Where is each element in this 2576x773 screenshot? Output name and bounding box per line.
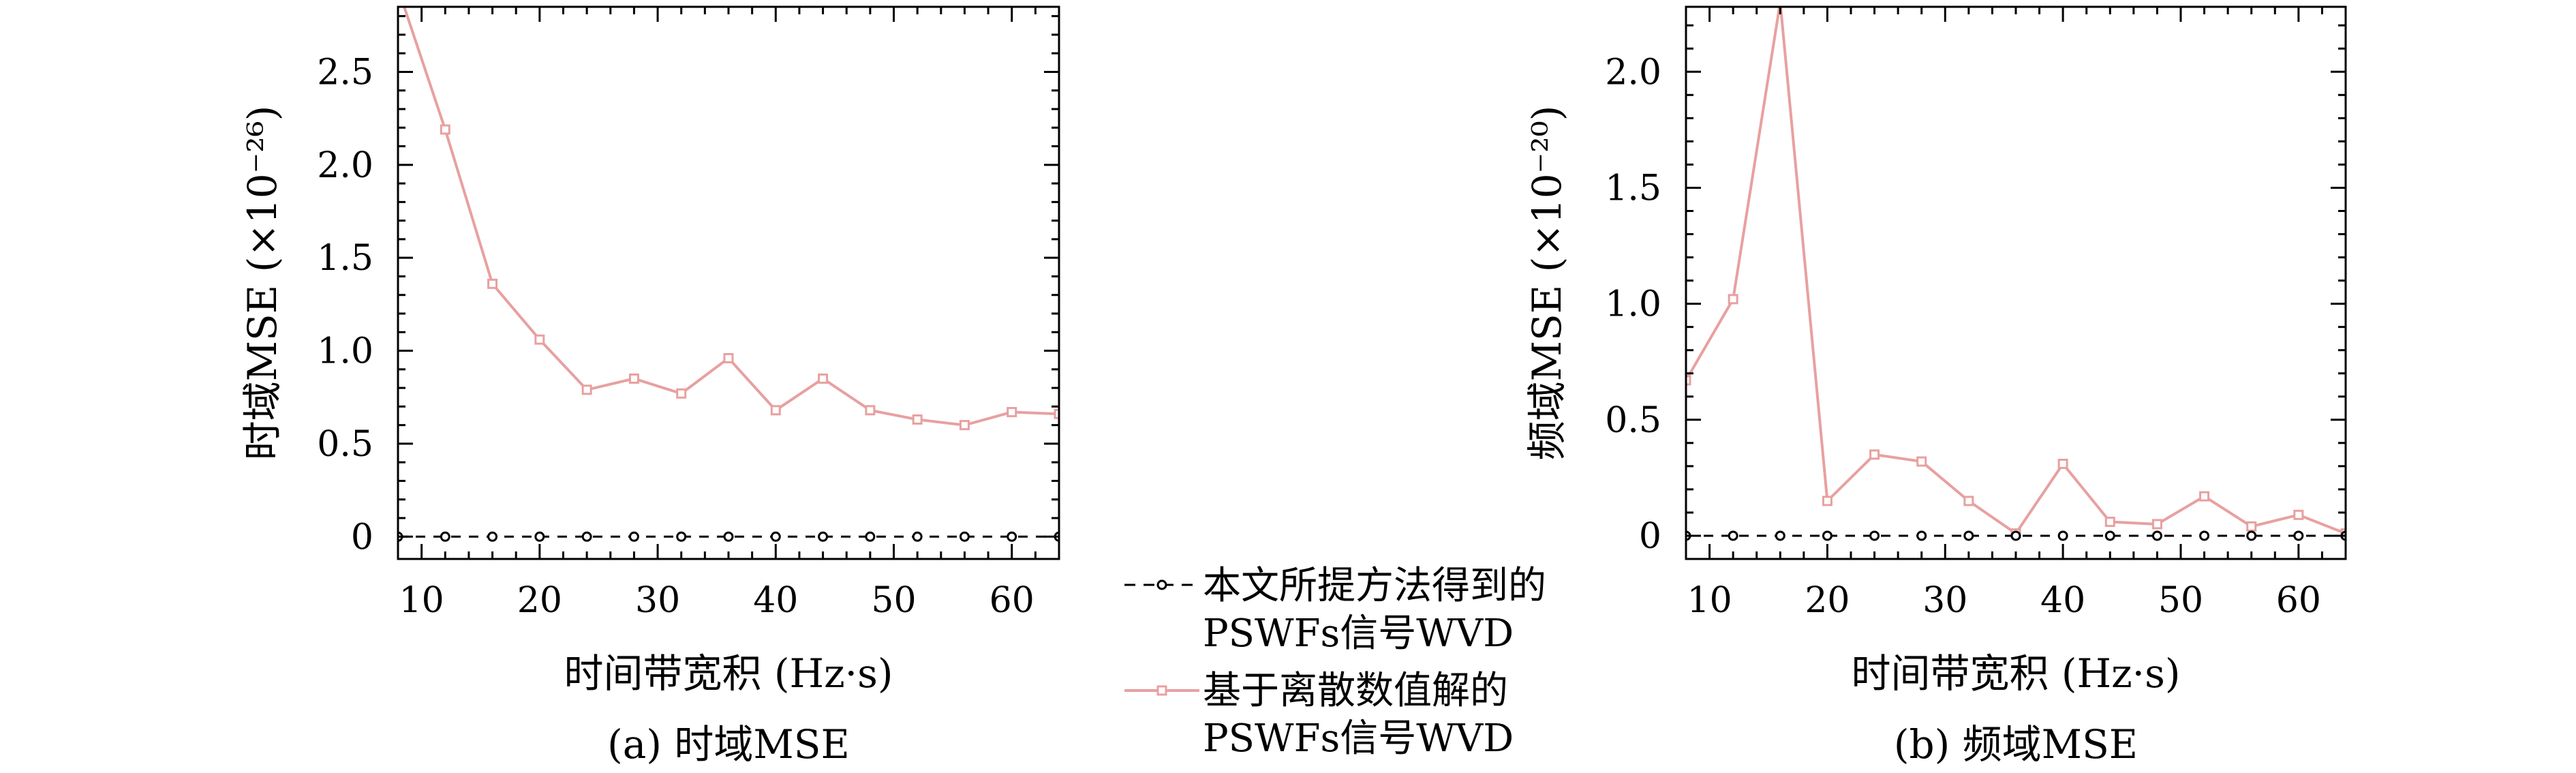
panel-a-series-discrete-point	[865, 405, 876, 416]
panel-b-x-tick-label: 20	[1805, 580, 1850, 621]
panel-b-series-discrete-point	[1869, 449, 1880, 460]
panel-a-x-tick-label: 10	[399, 580, 444, 621]
panel-a-series-proposed-point	[676, 531, 687, 542]
panel-b-series-proposed-point	[2246, 530, 2257, 541]
panel-a-x-tick-label: 40	[753, 580, 798, 621]
panel-b-y-tick-label: 1.0	[1605, 284, 1661, 325]
panel-b-series-discrete-point	[2104, 517, 2115, 528]
panel-a-y-tick-label: 1.5	[317, 238, 373, 279]
legend: 本文所提方法得到的 PSWFs信号WVD 基于离散数值解的 PSWFs信号WVD	[1124, 564, 1546, 761]
panel-a-series-discrete-point	[581, 384, 592, 395]
legend-swatch-proposed	[1124, 579, 1199, 590]
panel-a-series-proposed-point	[818, 531, 829, 542]
legend-label-discrete-line2: PSWFs信号WVD	[1203, 716, 1514, 761]
legend-label-proposed-line2: PSWFs信号WVD	[1203, 611, 1514, 656]
panel-a-series-proposed-point	[581, 531, 592, 542]
panel-b-y-tick-label: 0.5	[1605, 400, 1661, 441]
panel-a-series-discrete-point	[1007, 407, 1017, 418]
panel-b-x-tick-label: 40	[2040, 580, 2085, 621]
legend-label-proposed-line1: 本文所提方法得到的	[1203, 564, 1546, 608]
panel-b-series-discrete-point	[1686, 375, 1691, 386]
panel-a-y-tick-label: 1.0	[317, 331, 373, 372]
panel-a-x-tick-label: 50	[871, 580, 916, 621]
panel-b-series-proposed-point	[1916, 530, 1927, 541]
panel-b-series-proposed-point	[2104, 530, 2115, 541]
panel-a-series-discrete-point	[534, 334, 545, 345]
panel-b-series-proposed-point	[1822, 530, 1833, 541]
panel-b-series-proposed-point	[2151, 530, 2162, 541]
panel-b-series-proposed-point	[2010, 530, 2021, 541]
panel-a-series-discrete-point	[959, 420, 970, 431]
panel-b-series-discrete-point	[2246, 521, 2257, 532]
panel-b-plot-frame	[1685, 5, 2347, 560]
panel-a-series-proposed-point	[959, 531, 970, 542]
panel-b-series-proposed-point	[2199, 530, 2210, 541]
panel-a-series-proposed-point	[770, 531, 781, 542]
panel-a-series-proposed-point	[865, 531, 876, 542]
panel-a-series-discrete-point	[723, 352, 734, 363]
panel-a-series-discrete-point	[770, 405, 781, 416]
panel-a-series-proposed-point	[534, 531, 545, 542]
panel-b-series-proposed-point	[1869, 530, 1880, 541]
panel-a-y-tick-label: 2.0	[317, 145, 373, 186]
panel-a-series-discrete-point	[676, 388, 687, 399]
panel-a-series-proposed-point	[628, 531, 639, 542]
panel-b-x-tick-label: 60	[2276, 580, 2321, 621]
panel-a-y-tick-label: 2.5	[317, 52, 373, 93]
panel-b-caption: (b) 频域MSE	[1894, 721, 2138, 768]
panel-a-series-discrete-point	[1054, 408, 1059, 419]
panel-b-series-discrete-point	[1963, 496, 1974, 506]
panel-b-y-axis-label: 频域MSE (×10⁻²⁰)	[1524, 106, 1570, 461]
panel-a-series-discrete-point	[440, 124, 450, 135]
panel-a-caption: (a) 时域MSE	[607, 721, 850, 768]
panel-a-series-proposed-point	[723, 531, 734, 542]
panel-b-series-discrete-point	[1822, 496, 1833, 506]
panel-a-x-tick-label: 30	[635, 580, 680, 621]
panel-a-y-tick-label: 0.5	[317, 424, 373, 465]
panel-a-y-axis-label: 时域MSE (×10⁻²⁶)	[239, 106, 286, 461]
panel-b-series-discrete-point	[2057, 458, 2068, 469]
panel-a-series-proposed-point	[440, 531, 450, 542]
panel-b-series-discrete-point	[1776, 0, 1784, 6]
panel-b-series-discrete-point	[2151, 519, 2162, 530]
legend-label-discrete-line1: 基于离散数值解的	[1203, 669, 1508, 713]
panel-b-y-tick-label: 0	[1639, 516, 1661, 557]
panel-a-series-discrete-point	[628, 373, 639, 384]
panel-b-x-tick-label: 10	[1687, 580, 1732, 621]
panel-a-series-proposed-point	[912, 531, 923, 542]
panel-b-chart: 10 20 30 40 50 60 0 0.5 1.0 1.5 2.0 频域MSE (×10⁻²⁰)…	[1524, 0, 2347, 768]
panel-b-series-proposed-point	[2293, 530, 2304, 541]
panel-b-series-discrete-point	[1728, 294, 1738, 305]
panel-a-x-axis-label: 时间带宽积 (Hz·s)	[564, 650, 893, 697]
panel-b-series-discrete-point	[1916, 456, 1927, 467]
panel-b-x-axis-label: 时间带宽积 (Hz·s)	[1851, 650, 2180, 697]
panel-a-series-proposed-point	[487, 531, 498, 542]
panel-b-x-tick-label: 30	[1922, 580, 1967, 621]
panel-b-y-tick-label: 1.5	[1605, 168, 1661, 209]
panel-b-y-tick-label: 2.0	[1605, 52, 1661, 93]
panel-b-x-tick-label: 50	[2158, 580, 2203, 621]
legend-swatch-discrete	[1124, 685, 1199, 696]
panel-a-x-tick-label: 60	[990, 580, 1034, 621]
panel-a-chart: 10 20 30 40 50 60 0 0.5 1.0 1.5 2.0 2.5 时域MSE (×10⁻…	[239, 5, 1060, 768]
panel-b-series-proposed-point	[1775, 530, 1785, 541]
panel-a-series-proposed-point	[1007, 531, 1017, 542]
panel-b-series-proposed-point	[1963, 530, 1974, 541]
panel-a-series-discrete-point	[487, 278, 498, 289]
panel-a-series-discrete-point	[818, 373, 829, 384]
panel-a-y-tick-label: 0	[351, 517, 373, 558]
panel-b-series-proposed-point	[1728, 530, 1738, 541]
panel-b-series-discrete-point	[2293, 509, 2304, 520]
panel-b-series-discrete-point	[2199, 491, 2210, 502]
panel-b-series-proposed-point	[2057, 530, 2068, 541]
panel-a-x-tick-label: 20	[517, 580, 562, 621]
panel-b-series-discrete-line	[1686, 7, 2346, 536]
panel-a-series-discrete-point	[912, 414, 923, 425]
